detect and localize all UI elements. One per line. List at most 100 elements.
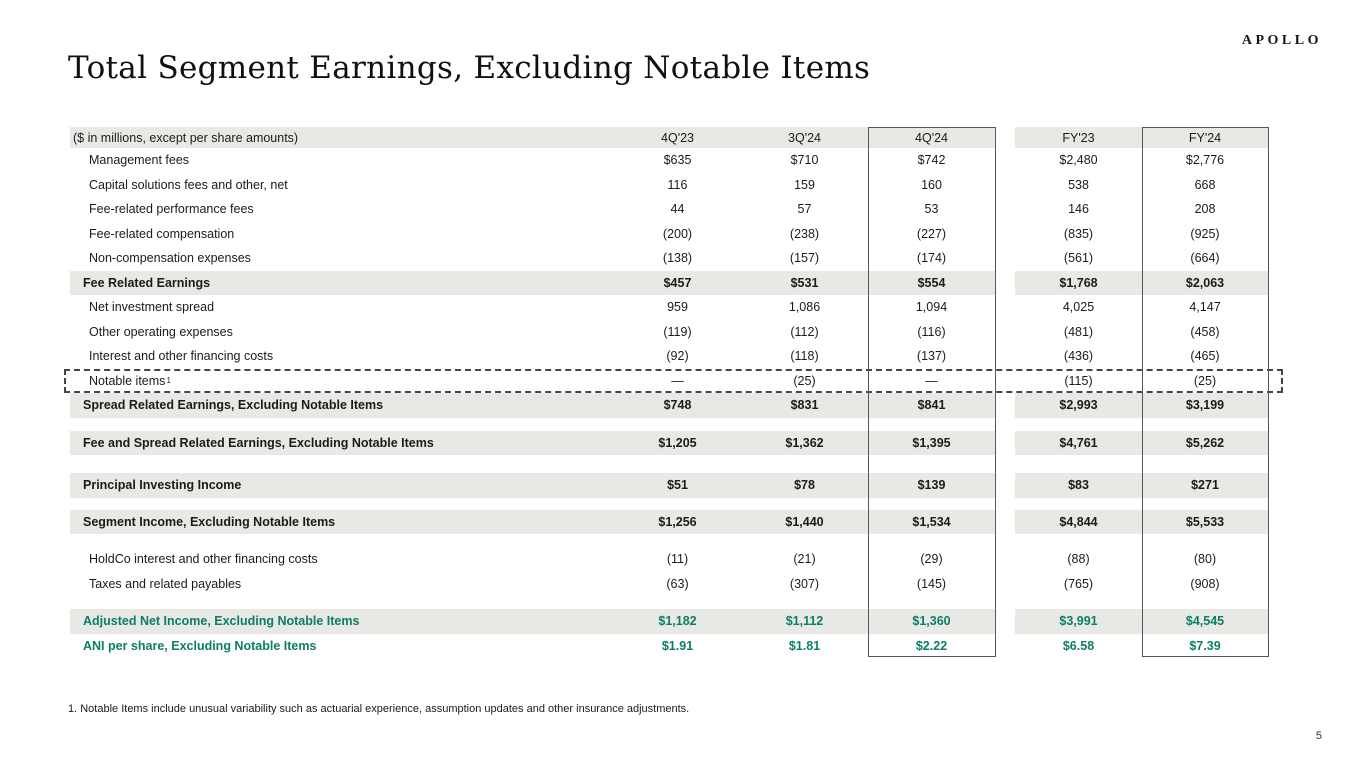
cell-value: $1,362 bbox=[741, 430, 868, 455]
cell-value: $1,205 bbox=[614, 430, 741, 455]
cell-value: $51 bbox=[614, 473, 741, 498]
cell-value: (465) bbox=[1190, 349, 1220, 364]
row-label: Segment Income, Excluding Notable Items bbox=[70, 509, 614, 534]
units-label: ($ in millions, except per share amounts… bbox=[70, 127, 614, 148]
cell-value: $2,063 bbox=[1142, 270, 1268, 295]
cell-value: (481) bbox=[1063, 324, 1094, 339]
table-row: Taxes and related payables (63) (307) (145)… bbox=[70, 571, 1268, 596]
column-section-gap bbox=[995, 246, 1015, 271]
apollo-logo: APOLLO bbox=[1241, 33, 1322, 48]
cell-value: $531 bbox=[741, 270, 868, 295]
cell-value: (436) bbox=[1063, 349, 1094, 364]
cell-value: (92) bbox=[666, 349, 689, 364]
cell-value: $6.58 bbox=[1062, 638, 1095, 653]
table-row: Other operating expenses (119) (112) (116) (… bbox=[70, 319, 1268, 344]
cell-value: 159 bbox=[794, 177, 815, 192]
row-label: Taxes and related payables bbox=[89, 576, 242, 591]
column-section-gap bbox=[995, 571, 1015, 596]
cell-value: (63) bbox=[666, 576, 689, 591]
cell-value: $2,776 bbox=[1185, 153, 1225, 168]
cell-value: — bbox=[925, 373, 938, 388]
table-row: Non-compensation expenses (138) (157) (174)… bbox=[70, 246, 1268, 271]
cell-value: $748 bbox=[614, 393, 741, 418]
row-spacer bbox=[70, 455, 1268, 473]
cell-value: $2.22 bbox=[915, 638, 948, 653]
row-label: Net investment spread bbox=[89, 300, 215, 315]
column-section-gap bbox=[995, 633, 1015, 658]
table-row: Adjusted Net Income, Excluding Notable I… bbox=[70, 609, 1268, 634]
table-body: Management fees $635 $710 $742 $2,480 $2,776 C… bbox=[64, 148, 1283, 658]
cell-value: 1,086 bbox=[788, 300, 821, 315]
cell-value: 160 bbox=[921, 177, 942, 192]
cell-value: $635 bbox=[663, 153, 692, 168]
row-label: Interest and other financing costs bbox=[89, 349, 274, 364]
table-row: Fee-related performance fees 44 57 53 146 208 bbox=[70, 197, 1268, 222]
row-label: Adjusted Net Income, Excluding Notable I… bbox=[70, 609, 614, 634]
row-spacer bbox=[70, 596, 1268, 609]
column-header-4q23: 4Q'23 bbox=[614, 127, 741, 148]
row-label: Fee Related Earnings bbox=[70, 270, 614, 295]
cell-value: $4,761 bbox=[1015, 430, 1142, 455]
table-row: Segment Income, Excluding Notable Items $… bbox=[70, 509, 1268, 534]
row-label: Management fees bbox=[89, 153, 190, 168]
cell-value: (25) bbox=[1193, 373, 1217, 388]
row-label: Other operating expenses bbox=[89, 324, 233, 339]
footnote: 1. Notable Items include unusual variabi… bbox=[68, 703, 690, 715]
cell-value: (561) bbox=[1063, 251, 1094, 266]
cell-value: $5,533 bbox=[1142, 509, 1268, 534]
column-section-gap bbox=[995, 295, 1015, 320]
column-section-gap bbox=[995, 148, 1015, 173]
cell-value: $710 bbox=[790, 153, 819, 168]
cell-value: (145) bbox=[916, 576, 947, 591]
cell-value: (137) bbox=[916, 349, 947, 364]
row-label: Fee and Spread Related Earnings, Excludi… bbox=[70, 430, 614, 455]
cell-value: $1.91 bbox=[661, 638, 694, 653]
cell-value: $1,768 bbox=[1015, 270, 1142, 295]
cell-value: 4,025 bbox=[1062, 300, 1095, 315]
cell-value: $1,395 bbox=[868, 430, 995, 455]
cell-value: (174) bbox=[916, 251, 947, 266]
row-label: HoldCo interest and other financing cost… bbox=[89, 552, 318, 567]
cell-value: (765) bbox=[1063, 576, 1094, 591]
row-label: Fee-related performance fees bbox=[89, 202, 254, 217]
cell-value: 668 bbox=[1194, 177, 1216, 192]
table-row: Fee-related compensation (200) (238) (227) (… bbox=[70, 221, 1268, 246]
table-row: ANI per share, Excluding Notable Items $1… bbox=[70, 633, 1268, 658]
column-section-gap bbox=[995, 344, 1015, 369]
cell-value: $139 bbox=[868, 473, 995, 498]
table-row: Principal Investing Income $51 $78 $139 $83 $… bbox=[70, 473, 1268, 498]
cell-value: $2,993 bbox=[1015, 393, 1142, 418]
table-row: Fee and Spread Related Earnings, Excludi… bbox=[70, 430, 1268, 455]
cell-value: $1,360 bbox=[868, 609, 995, 634]
cell-value: 146 bbox=[1068, 202, 1089, 217]
column-section-gap bbox=[995, 547, 1015, 572]
cell-value: $1,440 bbox=[741, 509, 868, 534]
cell-value: (119) bbox=[663, 324, 692, 339]
earnings-table: ($ in millions, except per share amounts… bbox=[64, 127, 1283, 658]
cell-value: (200) bbox=[662, 226, 693, 241]
row-spacer bbox=[70, 498, 1268, 510]
table-row: Capital solutions fees and other, net 116… bbox=[70, 172, 1268, 197]
table-row: Spread Related Earnings, Excluding Notab… bbox=[70, 393, 1268, 418]
cell-value: (115) bbox=[1064, 373, 1093, 388]
row-label: Capital solutions fees and other, net bbox=[89, 177, 288, 192]
column-header-fy23: FY'23 bbox=[1015, 127, 1142, 148]
cell-value: 208 bbox=[1194, 202, 1216, 217]
column-section-gap bbox=[995, 270, 1015, 295]
column-section-gap bbox=[995, 609, 1015, 634]
cell-value: (238) bbox=[789, 226, 820, 241]
cell-value: $1,112 bbox=[741, 609, 868, 634]
row-label: Spread Related Earnings, Excluding Notab… bbox=[70, 393, 614, 418]
cell-value: (25) bbox=[793, 373, 816, 388]
column-header-4q24: 4Q'24 bbox=[868, 127, 995, 148]
table-header-row: ($ in millions, except per share amounts… bbox=[70, 127, 1268, 148]
cell-value: (21) bbox=[793, 552, 816, 567]
cell-value: $3,199 bbox=[1142, 393, 1268, 418]
cell-value: (11) bbox=[666, 552, 689, 567]
cell-value: (227) bbox=[916, 226, 947, 241]
cell-value: 1,094 bbox=[915, 300, 948, 315]
cell-value: $7.39 bbox=[1189, 638, 1221, 653]
cell-value: $1,182 bbox=[614, 609, 741, 634]
column-section-gap bbox=[995, 473, 1015, 498]
cell-value: (157) bbox=[789, 251, 820, 266]
